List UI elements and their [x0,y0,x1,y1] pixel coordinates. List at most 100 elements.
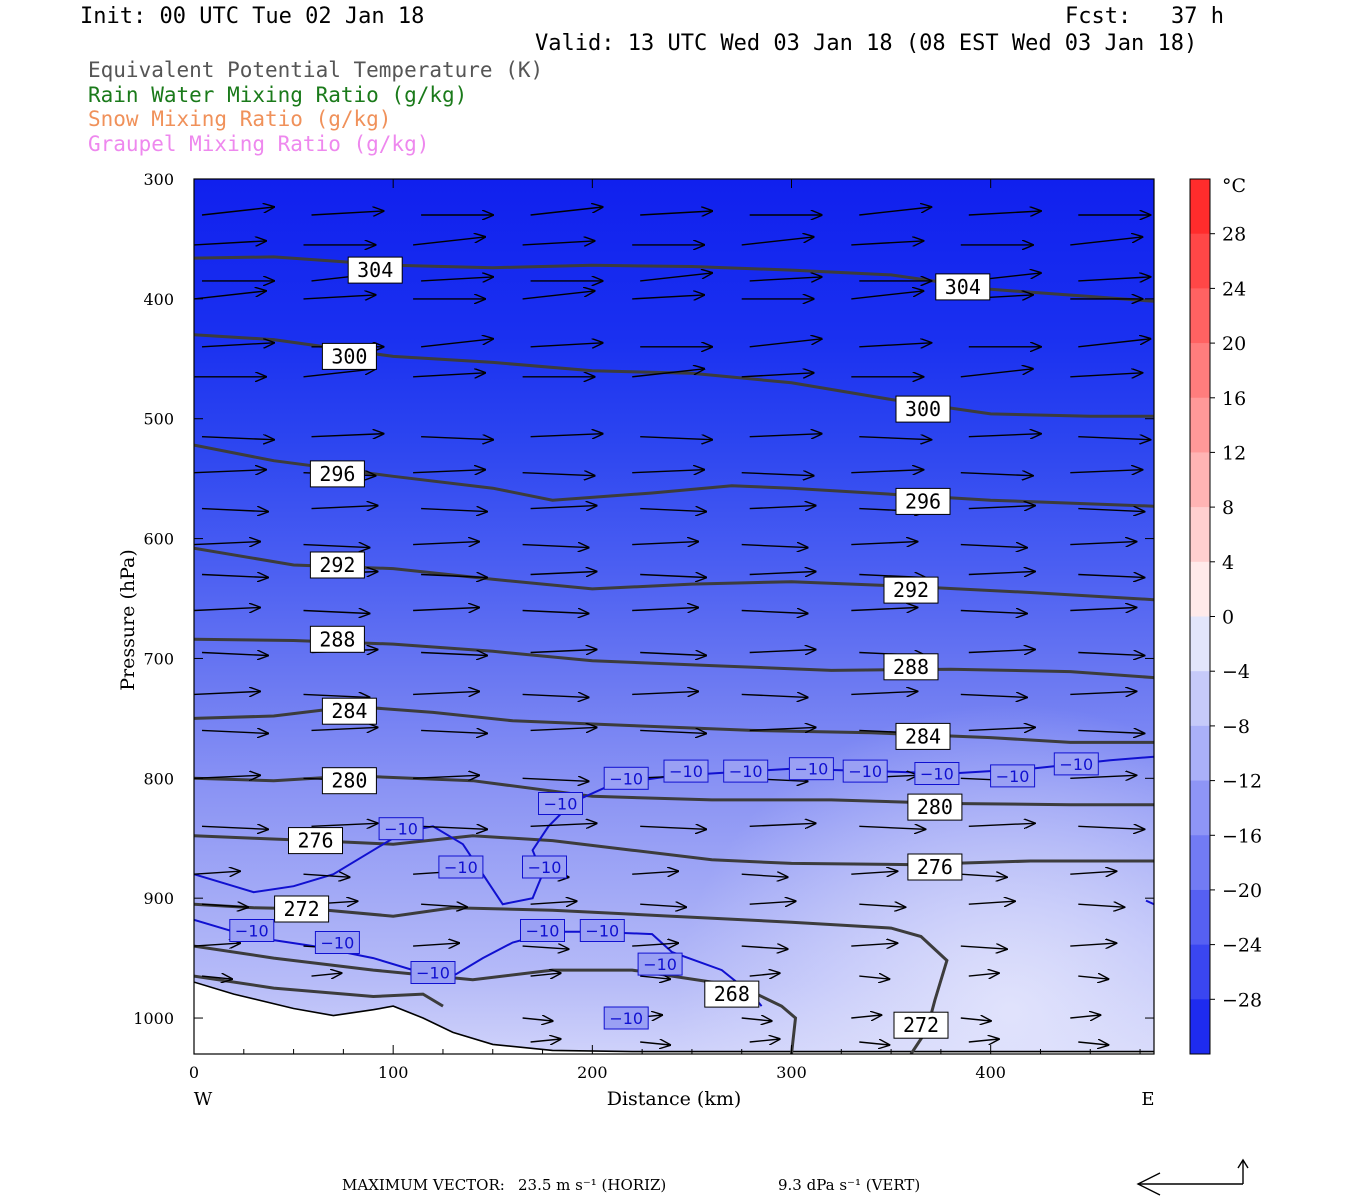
svg-text:−10: −10 [528,858,562,877]
colorbar-band [1190,999,1210,1055]
title-rain: Rain Water Mixing Ratio (g/kg) [88,83,468,107]
wind-vector-arrow [851,871,897,874]
wind-vector-arrow [201,509,268,512]
wind-vector-arrow [859,1042,889,1045]
wind-vector-arrow [640,653,706,656]
wind-vector-arrow [311,973,342,976]
wind-vector-arrow [1078,653,1144,656]
terrain-line [194,981,1154,1053]
wind-vector-arrow [530,901,577,904]
wind-vector-arrow [859,343,931,347]
wind-vector-arrow [1070,608,1136,611]
wind-vector-arrow [413,608,479,611]
temperature-label: −10 [603,766,649,790]
wind-vector-arrow [303,611,370,614]
wind-vector-arrow [421,509,487,512]
wind-vector-arrow [749,506,816,509]
wind-vector-arrow [1078,1042,1108,1045]
colorbar-band [1190,616,1210,672]
wind-vector-arrow [968,650,1035,653]
wind-vector-arrow [1078,575,1144,578]
temperature-label: −10 [663,759,709,783]
wind-vector-arrow [640,1042,670,1045]
temperature-label: −10 [520,919,565,942]
wind-vector-arrow [859,904,905,907]
x-tick-label: 200 [577,1063,608,1082]
wind-vector-arrow [421,826,487,829]
wind-vector-arrow [741,473,814,476]
colorbar-unit: °C [1222,175,1246,197]
svg-text:−10: −10 [444,858,478,877]
svg-text:−10: −10 [609,769,643,788]
svg-text:280: 280 [331,769,367,793]
svg-text:−10: −10 [384,820,418,839]
svg-text:−10: −10 [669,762,703,781]
wind-vector-arrow [522,545,589,548]
colorbar-tick-label: 12 [1222,442,1246,464]
wind-vector-arrow [741,874,788,877]
colorbar-band [1190,343,1210,399]
wind-vector-arrow [968,901,1015,904]
wind-vector-arrow [530,343,603,347]
wind-vector-arrow [968,434,1041,437]
colorbar-band [1190,561,1210,617]
wind-vector-arrow [194,691,260,694]
wind-vector-arrow [851,291,923,300]
theta-e-label-280: 280 [321,767,377,795]
wind-vector-arrow [311,434,384,437]
wind-vector-arrow [1070,373,1142,377]
theta-e-label-268: 268 [704,980,760,1008]
terrain-fill [194,982,1154,1054]
theta-e-label-292: 292 [309,551,365,579]
wind-vector-arrow [968,823,1035,826]
theta-e-label-296: 296 [895,487,951,515]
wind-vector-arrow [749,1039,780,1042]
theta-e-label-276: 276 [288,827,343,855]
svg-text:268: 268 [714,982,750,1006]
colorbar-tick-label: −4 [1222,661,1250,683]
y-tick-label: 800 [143,769,174,788]
wind-vector-arrow [640,437,712,440]
theta-e-label-288: 288 [883,653,939,681]
wind-vector-arrow [530,650,597,653]
theta-e-label-272: 272 [274,895,330,923]
wind-vector-arrow [749,823,816,826]
x-tick-label: 100 [378,1063,409,1082]
colorbar-band [1190,725,1210,782]
temperature-label: −10 [579,919,625,942]
wind-vector-arrow [741,611,808,614]
wind-vector-arrow [632,608,698,611]
wind-vector-arrow [1070,542,1136,545]
wind-vector-arrow [960,545,1027,548]
temperature-label: −10 [788,757,834,781]
wind-vector-arrow [1070,943,1116,946]
wind-vector-arrow [960,946,1007,949]
wind-vector-arrow [413,237,485,246]
y-tick-label: 900 [143,889,174,908]
wind-vector-arrow [640,211,712,215]
wind-vector-arrow [851,691,917,694]
init-time: Init: 00 UTC Tue 02 Jan 18 [80,4,425,29]
wind-vector-arrow [530,727,597,730]
wind-vector-arrow [194,871,240,874]
y-axis-label: Pressure (hPa) [117,549,139,691]
wind-vector-arrow [960,1018,991,1021]
temperature-contour-1 [194,918,763,1007]
svg-text:−10: −10 [585,922,619,941]
wind-vector-arrow [303,295,376,299]
wind-vector-arrow [968,211,1041,215]
wind-vector-arrow [421,730,487,733]
svg-text:292: 292 [893,578,929,602]
wind-vector-arrow [311,211,384,215]
wind-vector-arrow [960,694,1027,697]
temperature-label: −10 [637,952,683,976]
temperature-label: −10 [842,759,888,783]
wind-vector-arrow [851,542,917,545]
wind-vector-arrow [859,437,931,440]
wind-vector-arrow [859,207,931,216]
theta-e-label-292: 292 [883,576,939,604]
wind-vector-arrow [522,473,595,476]
svg-text:−10: −10 [920,765,954,784]
wind-vector-arrow [640,730,706,733]
